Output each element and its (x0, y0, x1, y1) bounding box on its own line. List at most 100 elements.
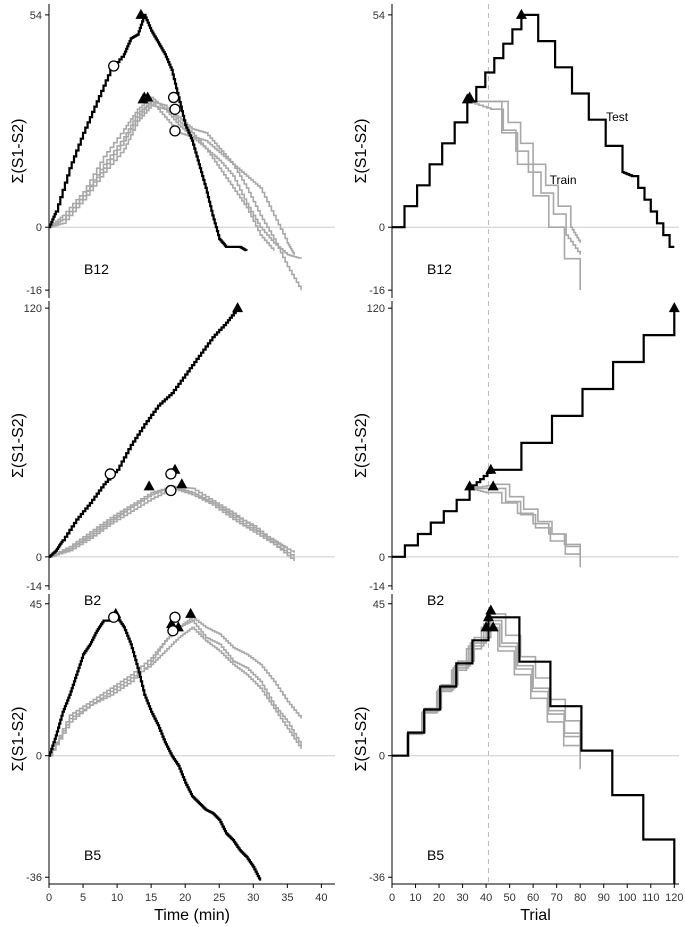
x-tick-label: 35 (281, 892, 293, 904)
x-tick-label: 25 (213, 892, 225, 904)
panels: 540-16Σ(S1-S2)B12540-16Σ(S1-S2)B12TestTr… (10, 4, 683, 924)
y-tick-label: -36 (26, 872, 42, 884)
triangle-marker (143, 480, 155, 491)
y-tick-label: 120 (24, 303, 42, 315)
triangle-marker (515, 8, 527, 19)
series-annotation: Train (550, 173, 577, 187)
triangle-marker (485, 604, 497, 615)
panel-left-b12: 54 0 -16 Σ(S1-S2) B12 (10, 4, 335, 298)
y-tick-label: 0 (36, 552, 42, 564)
train-series-line (49, 616, 302, 757)
y-tick-label: 54 (373, 10, 385, 22)
x-tick-label: 120 (665, 892, 683, 904)
x-tick-label: 40 (315, 892, 327, 904)
y-axis-title: Σ(S1-S2) (10, 706, 27, 771)
circle-marker (108, 611, 120, 623)
y-axis-title: Σ(S1-S2) (353, 118, 370, 183)
x-tick-label: 0 (46, 892, 52, 904)
circle-marker (165, 484, 177, 497)
x-tick-label: 15 (145, 892, 157, 904)
x-tick-label: 20 (433, 892, 445, 904)
panel-left-b2: 120 0 -14 Σ(S1-S2) B2 (10, 301, 335, 608)
triangle-marker (485, 463, 497, 474)
circle-marker (108, 60, 120, 72)
panel-right-b2: 120 0 -14 Σ(S1-S2) B2 (353, 301, 680, 608)
x-tick-label: 0 (389, 892, 395, 904)
circle-marker (169, 125, 181, 137)
triangle-marker (487, 621, 499, 632)
train-series-line (49, 485, 295, 558)
panel-right-b5: 45 0 -36 0 10 20 30 40 50 60 70 80 90 100 110 120 Σ(S1-S… (353, 594, 683, 924)
x-tick-label: 80 (574, 892, 586, 904)
train-series-line (49, 487, 295, 561)
y-tick-label: -14 (369, 581, 385, 593)
circle-marker (169, 103, 181, 115)
triangle-marker (185, 607, 197, 618)
y-tick-label: 0 (36, 751, 42, 763)
y-tick-label: -14 (26, 581, 42, 593)
x-tick-label: 30 (456, 892, 468, 904)
panel-label: B12 (84, 261, 109, 277)
circle-marker (167, 625, 179, 637)
test-series-line (49, 616, 262, 881)
y-tick-label: 120 (367, 303, 385, 315)
circle-marker (169, 611, 181, 623)
triangle-marker (668, 302, 680, 313)
circle-marker (167, 91, 180, 104)
y-axis-title: Σ(S1-S2) (10, 413, 27, 478)
x-tick-label: 60 (527, 892, 539, 904)
x-axis-title: Trial (520, 907, 551, 924)
y-axis-title: Σ(S1-S2) (353, 413, 370, 478)
train-series-line (392, 483, 581, 559)
y-tick-label: 0 (379, 222, 385, 234)
x-tick-label: 110 (642, 892, 660, 904)
train-series-line (49, 485, 295, 558)
x-tick-label: 30 (247, 892, 259, 904)
y-tick-label: 45 (373, 599, 385, 611)
train-series-line (49, 619, 302, 757)
triangle-marker (464, 91, 476, 102)
series-annotation: Test (606, 110, 629, 124)
y-axis-title: Σ(S1-S2) (353, 706, 370, 771)
triangle-marker (137, 93, 149, 104)
triangle-marker (464, 480, 476, 491)
y-tick-label: -16 (26, 285, 42, 297)
x-tick-label: 10 (409, 892, 421, 904)
y-tick-label: 0 (379, 552, 385, 564)
panel-label: B12 (427, 261, 452, 277)
train-series-line (49, 100, 295, 255)
panel-left-b5: 45 0 -36 0 5 10 15 20 25 30 35 40 Σ(S1-S2) Time (min)… (10, 594, 335, 924)
train-series-line (49, 485, 289, 558)
test-series-line (49, 308, 239, 558)
y-tick-label: 45 (30, 599, 42, 611)
train-series-line (392, 100, 581, 291)
y-tick-label: 54 (30, 10, 42, 22)
panel-right-b12: 54 0 -16 Σ(S1-S2) B12 Test Train (353, 4, 679, 298)
train-series-line (49, 626, 302, 757)
panel-label: B2 (84, 592, 101, 608)
test-series-line (392, 13, 675, 248)
triangle-marker (135, 8, 147, 19)
triangle-marker (176, 478, 188, 489)
x-tick-label: 50 (503, 892, 515, 904)
y-axis-title: Σ(S1-S2) (10, 118, 27, 183)
triangle-marker (487, 480, 499, 491)
x-tick-label: 70 (551, 892, 563, 904)
triangle-marker (482, 611, 494, 622)
train-series-line (49, 96, 302, 259)
x-tick-label: 20 (179, 892, 191, 904)
triangle-marker (480, 621, 492, 632)
panel-label: B5 (427, 847, 444, 863)
y-tick-label: 0 (379, 751, 385, 763)
x-tick-label: 90 (598, 892, 610, 904)
panel-label: B5 (84, 847, 101, 863)
y-tick-label: -16 (369, 285, 385, 297)
circle-marker (104, 468, 116, 480)
test-series-line (392, 308, 676, 558)
x-tick-label: 5 (80, 892, 86, 904)
x-tick-label: 40 (480, 892, 492, 904)
circle-marker (165, 468, 177, 480)
train-series-line (392, 626, 581, 770)
train-series-line (392, 623, 581, 760)
